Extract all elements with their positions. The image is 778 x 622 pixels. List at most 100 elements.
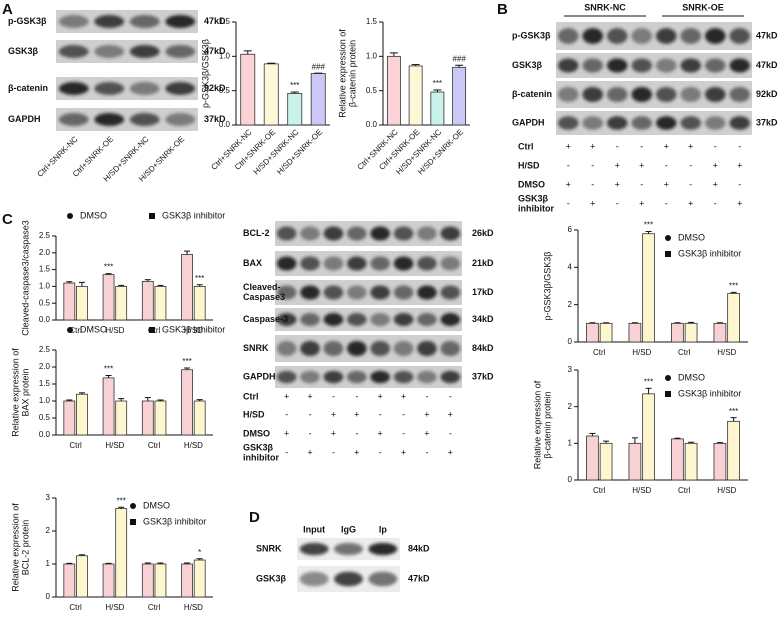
blot-band [440, 256, 461, 271]
condition-sign: - [402, 409, 405, 419]
group-label: SNRK-NC [584, 2, 626, 12]
legend-label: DMSO [678, 372, 705, 382]
y-tick-label: 1.5 [219, 17, 231, 26]
condition-sign: + [566, 179, 571, 189]
blot-band [370, 226, 391, 241]
blot-band [606, 28, 628, 44]
condition-sign: + [354, 447, 359, 457]
y-tick-label: 0 [568, 337, 573, 346]
blot-band [606, 86, 628, 103]
blot-band [393, 226, 414, 241]
blot-band [729, 116, 751, 130]
blot-band [370, 256, 391, 271]
condition-sign: + [639, 160, 644, 170]
bar [63, 563, 76, 598]
bar [181, 563, 193, 598]
x-tick-label: Ctrl [678, 486, 691, 495]
blot-band [417, 256, 437, 271]
blot-band [368, 571, 398, 587]
blot-band [655, 116, 677, 130]
condition-sign: - [332, 447, 335, 457]
condition-sign: + [737, 198, 742, 208]
blot-strip [275, 308, 462, 331]
blot-band [680, 116, 702, 130]
blot-size: 17kD [472, 287, 494, 297]
condition-sign: + [424, 428, 429, 438]
bar [154, 400, 167, 436]
condition-sign: - [355, 391, 358, 401]
significance: *** [433, 79, 442, 88]
condition-sign: - [616, 198, 619, 208]
bar [181, 369, 193, 436]
y-axis-label: β-catenin protein [542, 391, 552, 458]
significance: *** [195, 274, 204, 283]
blot-band [300, 313, 320, 326]
bar [628, 442, 642, 481]
bar [713, 322, 727, 343]
y-tick-label: 2 [568, 300, 573, 309]
blot-band [276, 340, 297, 357]
significance: *** [729, 281, 738, 290]
blot-band [729, 28, 751, 44]
condition-sign: + [566, 141, 571, 151]
blot-band [440, 226, 461, 241]
blot-row-label: BAX [243, 258, 262, 268]
condition-sign: - [640, 179, 643, 189]
blot-band [323, 256, 344, 271]
y-axis-label: Relative expression of [532, 380, 542, 469]
condition-sign: - [591, 160, 594, 170]
significance: *** [104, 263, 113, 272]
blot-band [680, 86, 702, 103]
blot-band [631, 116, 653, 130]
blot-band [276, 226, 297, 241]
bar [628, 322, 642, 343]
y-tick-label: 3 [46, 493, 51, 502]
condition-sign: + [424, 409, 429, 419]
significance: *** [117, 496, 126, 505]
blot-band [94, 82, 125, 95]
condition-label: inhibitor [518, 203, 554, 213]
condition-sign: + [737, 160, 742, 170]
blot-band [606, 58, 628, 73]
x-tick-label: Ctrl [593, 486, 606, 495]
blot-band [346, 285, 367, 300]
blot-band [704, 86, 726, 103]
blot-band [557, 116, 579, 130]
blot-band [680, 58, 702, 73]
blot-size: 26kD [472, 228, 494, 238]
condition-sign: + [688, 141, 693, 151]
legend-marker [149, 327, 155, 333]
y-axis-label: p-GSK3β/GSK3β [200, 39, 210, 108]
condition-label: GSK3β [243, 442, 274, 452]
legend-label: GSK3β inhibitor [143, 516, 206, 526]
condition-sign: - [425, 391, 428, 401]
legend-label: GSK3β inhibitor [162, 210, 225, 220]
condition-label: H/SD [518, 160, 540, 170]
blot-row-label: p-GSK3β [512, 30, 551, 40]
bar [430, 91, 445, 126]
y-tick-label: 0.5 [39, 413, 51, 422]
x-tick-label: Ctrl [593, 348, 606, 357]
condition-label: DMSO [243, 428, 270, 438]
blot-row-label: GSK3β [8, 46, 39, 56]
condition-sign: - [616, 141, 619, 151]
blot-band [276, 256, 297, 271]
blot-band [299, 571, 329, 587]
blot-band [582, 116, 604, 130]
blot-band [94, 113, 125, 126]
blot-band [655, 28, 677, 44]
blot-band [557, 86, 579, 103]
blot-band [129, 15, 160, 28]
blot-row-label: GSK3β [512, 60, 543, 70]
bar [310, 73, 326, 126]
blot-band [346, 340, 367, 357]
blot-band [393, 256, 414, 271]
condition-sign: - [738, 179, 741, 189]
blot-band [370, 313, 391, 326]
bar [115, 285, 128, 321]
bar [141, 563, 154, 598]
condition-sign: + [615, 179, 620, 189]
bar [76, 393, 88, 436]
x-tick-label: Ctrl [678, 348, 691, 357]
blot-band [129, 113, 160, 126]
